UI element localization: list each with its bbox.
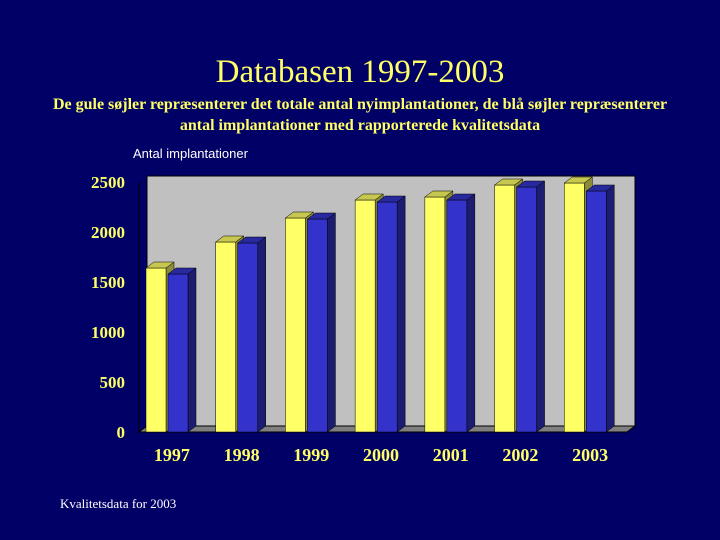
y-tick-labels: 0 500 1000 1500 2000 2500 — [91, 173, 125, 442]
x-tick-label: 1997 — [154, 445, 190, 465]
y-tick-label: 1000 — [91, 323, 125, 342]
bar-series — [145, 176, 616, 433]
bar-top — [424, 190, 454, 198]
x-tick-label: 1999 — [293, 445, 329, 465]
bar-top — [306, 212, 337, 220]
bar-top — [515, 180, 546, 188]
bar-top — [167, 267, 197, 275]
bar-side — [536, 180, 545, 433]
bar-top — [376, 195, 406, 203]
bar — [586, 190, 607, 433]
bar — [307, 218, 328, 433]
bar-side — [396, 195, 406, 433]
bar-top — [284, 211, 315, 219]
bar-side — [187, 267, 197, 433]
bar-side — [327, 212, 336, 433]
footer-note: Kvalitetsdata for 2003 — [60, 496, 177, 511]
bar-top — [563, 176, 594, 184]
bar — [446, 199, 468, 433]
bar-side — [257, 236, 266, 433]
y-tick-label: 0 — [117, 423, 126, 442]
bar-top — [214, 235, 245, 243]
y-tick-label: 1500 — [91, 273, 125, 292]
bar-top — [145, 261, 175, 269]
y-tick-label: 500 — [100, 373, 126, 392]
bar — [145, 267, 167, 433]
x-tick-labels: 1997 1998 1999 2000 2001 2002 2003 — [154, 445, 608, 465]
y-tick-label: 2500 — [91, 173, 125, 192]
bar — [237, 242, 258, 433]
slide-subtitle: De gule søjler repræsenterer det totale … — [52, 96, 668, 134]
bar-top — [446, 193, 476, 201]
bar — [516, 186, 537, 433]
x-tick-label: 2001 — [433, 445, 469, 465]
bar — [564, 182, 585, 433]
x-tick-label: 2000 — [363, 445, 399, 465]
bar — [215, 241, 236, 433]
bar-top — [354, 193, 384, 201]
bar — [354, 199, 376, 433]
x-tick-label: 1998 — [224, 445, 260, 465]
bar-side — [606, 184, 615, 433]
bar-top — [493, 178, 524, 186]
bar — [376, 201, 398, 433]
bar-top — [236, 236, 267, 244]
y-axis-title: Antal implantationer — [133, 146, 249, 161]
bar-top — [585, 184, 616, 192]
bar-side — [466, 193, 476, 433]
bar — [285, 217, 306, 433]
slide-title: Databasen 1997-2003 — [215, 54, 505, 90]
bar — [424, 196, 446, 433]
y-tick-label: 2000 — [91, 223, 125, 242]
x-tick-label: 2003 — [572, 445, 608, 465]
bar — [167, 273, 189, 433]
x-tick-label: 2002 — [502, 445, 538, 465]
bar — [494, 184, 515, 433]
